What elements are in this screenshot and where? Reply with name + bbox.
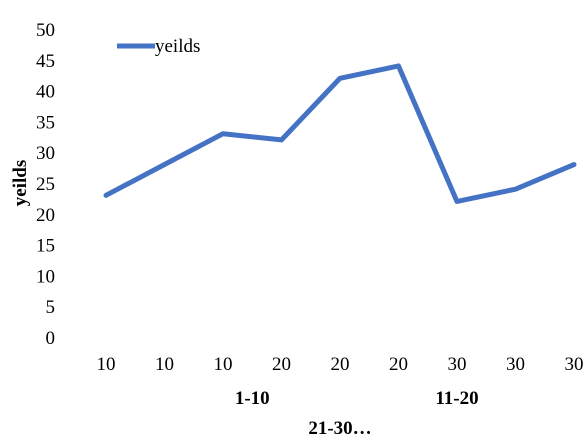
legend: yeilds bbox=[117, 36, 200, 57]
x-group-label: 1-10 bbox=[235, 388, 270, 409]
y-tick-label-30: 30 bbox=[36, 143, 55, 164]
legend-label-yeilds: yeilds bbox=[155, 36, 200, 57]
x-tick-label: 10 bbox=[97, 354, 116, 375]
y-tick-label-15: 15 bbox=[36, 236, 55, 257]
y-tick-label-45: 45 bbox=[36, 51, 55, 72]
y-axis-ticks: 0 5 10 15 20 25 30 35 40 45 50 bbox=[36, 20, 55, 349]
y-tick-label-5: 5 bbox=[46, 297, 56, 318]
series-layer bbox=[103, 63, 577, 204]
x-tick-label: 30 bbox=[448, 354, 467, 375]
y-tick-label-50: 50 bbox=[36, 20, 55, 41]
y-axis-title: yeilds bbox=[10, 160, 31, 206]
y-tick-label-25: 25 bbox=[36, 174, 55, 195]
x-tick-label: 20 bbox=[331, 354, 350, 375]
series-line-yeilds bbox=[103, 63, 577, 204]
y-tick-label-40: 40 bbox=[36, 82, 55, 103]
x-group-label: 21-30… bbox=[308, 418, 371, 439]
x-axis-group-labels: 1-10 11-20 21-30… bbox=[235, 388, 479, 439]
x-tick-label: 30 bbox=[506, 354, 525, 375]
x-group-label: 11-20 bbox=[435, 388, 478, 409]
x-tick-label: 10 bbox=[214, 354, 233, 375]
x-tick-label: 20 bbox=[389, 354, 408, 375]
x-tick-label: 10 bbox=[155, 354, 174, 375]
x-tick-label: 30 bbox=[565, 354, 584, 375]
y-tick-label-35: 35 bbox=[36, 112, 55, 133]
x-tick-label: 20 bbox=[272, 354, 291, 375]
y-tick-label-10: 10 bbox=[36, 266, 55, 287]
x-axis-ticks: 10 10 10 20 20 20 30 30 30 bbox=[97, 354, 584, 375]
y-tick-label-20: 20 bbox=[36, 205, 55, 226]
y-tick-label-0: 0 bbox=[46, 328, 56, 349]
